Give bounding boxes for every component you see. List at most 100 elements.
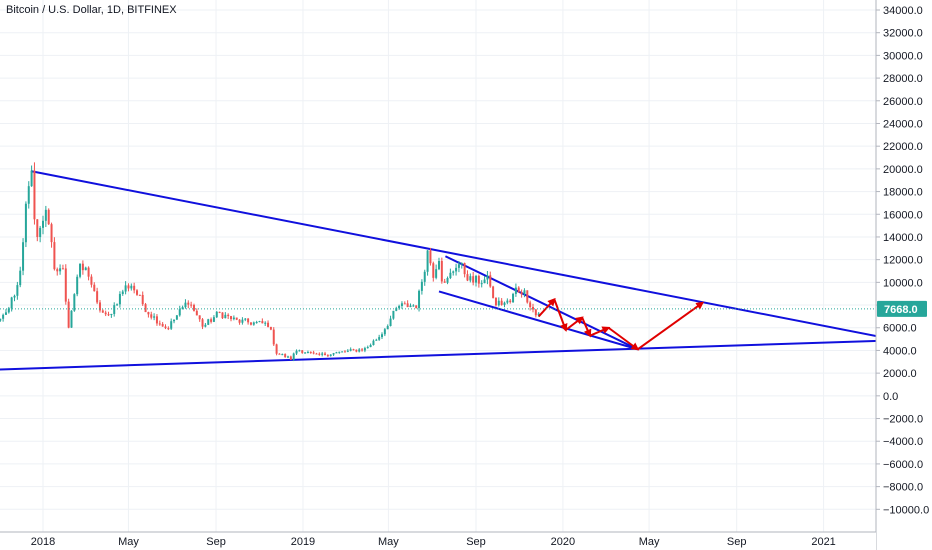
candle-body [67,301,70,328]
y-tick-label: 10000.0 [883,277,923,289]
x-tick-label: 2019 [291,536,315,548]
forecast-arrow[interactable] [637,301,705,351]
candle-body [363,348,366,351]
candle-body [93,284,96,292]
candle-body [133,285,136,291]
candle-body [39,227,42,238]
candle-body [235,317,238,320]
time-axis[interactable] [0,532,876,550]
candle-body [167,328,170,330]
candle-body [523,290,526,295]
candle-body [195,310,198,316]
candle-body [76,276,79,295]
candle-body [247,318,250,323]
x-tick-label: May [378,536,399,548]
candle-body [378,337,381,340]
price-axis[interactable] [876,0,932,550]
candle-body [335,352,338,354]
candle-body [158,323,161,325]
candle-body [289,356,292,360]
candle-body [0,318,2,321]
candle-body [175,315,178,320]
y-tick-label: 18000.0 [883,187,923,199]
trendline[interactable] [30,170,898,342]
candle-body [275,344,278,354]
forecast-arrow[interactable] [565,316,584,331]
candle-body [386,326,389,330]
candle-body [480,283,483,285]
candle-body [526,290,529,303]
candle-body [221,312,224,319]
candle-body [466,274,469,281]
candle-body [432,263,435,278]
candle-body [423,271,426,282]
candle-body [346,350,349,352]
candle-body [452,271,455,273]
candle-body [81,263,84,271]
candle-body [124,285,127,292]
candle-body [155,316,158,324]
candle-body [232,317,235,320]
trendline[interactable] [0,339,898,371]
candle-body [497,300,500,306]
candle-body [395,308,398,311]
candle-body [144,304,147,313]
candle-body [178,309,181,316]
x-tick-label: Sep [727,536,747,548]
candle-body [238,319,241,323]
forecast-arrow[interactable] [537,297,556,318]
candle-body [173,319,176,322]
y-tick-label: 6000.0 [883,323,917,335]
candle-body [215,311,218,318]
candle-body [207,319,210,325]
candle-body [531,306,534,310]
candle-body [286,356,289,358]
y-tick-label: 20000.0 [883,164,923,176]
candle-body [224,314,227,319]
candle-body [272,329,275,345]
candle-body [130,285,133,289]
candle-body [489,275,492,287]
candle-body [90,276,93,285]
candle-body [2,314,5,319]
y-tick-label: −6000.0 [883,459,923,471]
candle-body [389,318,392,327]
candle-body [230,316,233,320]
y-tick-label: 2000.0 [883,368,917,380]
candle-body [392,310,395,319]
candle-body [147,312,150,315]
candle-body [218,311,221,313]
x-tick-label: Sep [466,536,486,548]
candle-body [269,326,272,330]
candle-body [121,291,124,294]
forecast-arrow[interactable] [553,299,568,332]
candle-body [352,349,355,351]
candle-body [284,354,287,358]
candle-body [326,355,329,357]
y-tick-label: 30000.0 [883,50,923,62]
candle-body [141,294,144,305]
candle-body [98,302,101,311]
trendline[interactable] [438,290,638,351]
candle-body [61,268,64,270]
candle-body [366,347,369,349]
candle-body [19,270,22,286]
candle-body [198,315,201,320]
y-tick-label: 12000.0 [883,255,923,267]
candle-body [483,279,486,284]
candle-body [403,303,406,305]
forecast-arrow[interactable] [589,326,611,337]
forecast-arrow[interactable] [581,317,592,338]
y-tick-label: 22000.0 [883,141,923,153]
forecast-arrow[interactable] [607,326,640,351]
last-price-label: 7668.0 [884,304,918,316]
candle-body [455,267,458,272]
candle-body [138,294,141,296]
candle-body [514,287,517,294]
candle-body [472,276,475,283]
trendline[interactable] [444,255,639,351]
candle-body [79,263,82,277]
candle-body [170,321,173,329]
x-tick-label: 2021 [811,536,835,548]
